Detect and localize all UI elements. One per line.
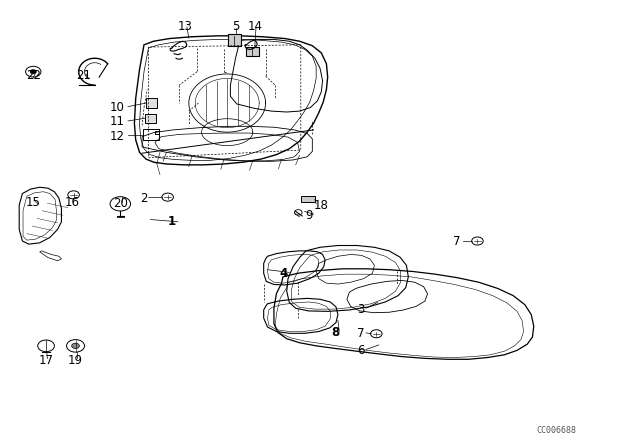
Text: 3: 3 (357, 302, 365, 316)
Text: 6: 6 (357, 344, 365, 357)
Text: 7: 7 (453, 235, 461, 249)
Text: CC006688: CC006688 (537, 426, 577, 435)
Text: 11: 11 (110, 115, 125, 129)
Text: 12: 12 (110, 130, 125, 143)
Text: 16: 16 (64, 196, 79, 209)
Bar (146, 98, 157, 108)
Text: 9: 9 (305, 208, 312, 222)
Text: 8: 8 (331, 326, 339, 339)
Text: 5: 5 (232, 20, 239, 34)
Text: 19: 19 (68, 354, 83, 367)
Text: 1: 1 (168, 215, 176, 228)
Bar (145, 114, 156, 123)
Text: 18: 18 (314, 198, 328, 212)
Text: 4: 4 (280, 267, 288, 280)
Text: 10: 10 (110, 101, 125, 114)
Text: 7: 7 (357, 327, 365, 340)
Bar (228, 34, 241, 46)
Text: 15: 15 (26, 196, 41, 209)
Text: 14: 14 (247, 20, 262, 34)
Circle shape (30, 69, 36, 74)
Text: 22: 22 (26, 69, 41, 82)
Text: 20: 20 (113, 197, 128, 211)
Circle shape (72, 343, 79, 349)
Bar (246, 47, 259, 56)
Text: 2: 2 (140, 191, 147, 205)
Bar (301, 196, 315, 202)
Text: 21: 21 (76, 69, 91, 82)
Text: 17: 17 (38, 354, 54, 367)
Text: 13: 13 (178, 20, 193, 34)
